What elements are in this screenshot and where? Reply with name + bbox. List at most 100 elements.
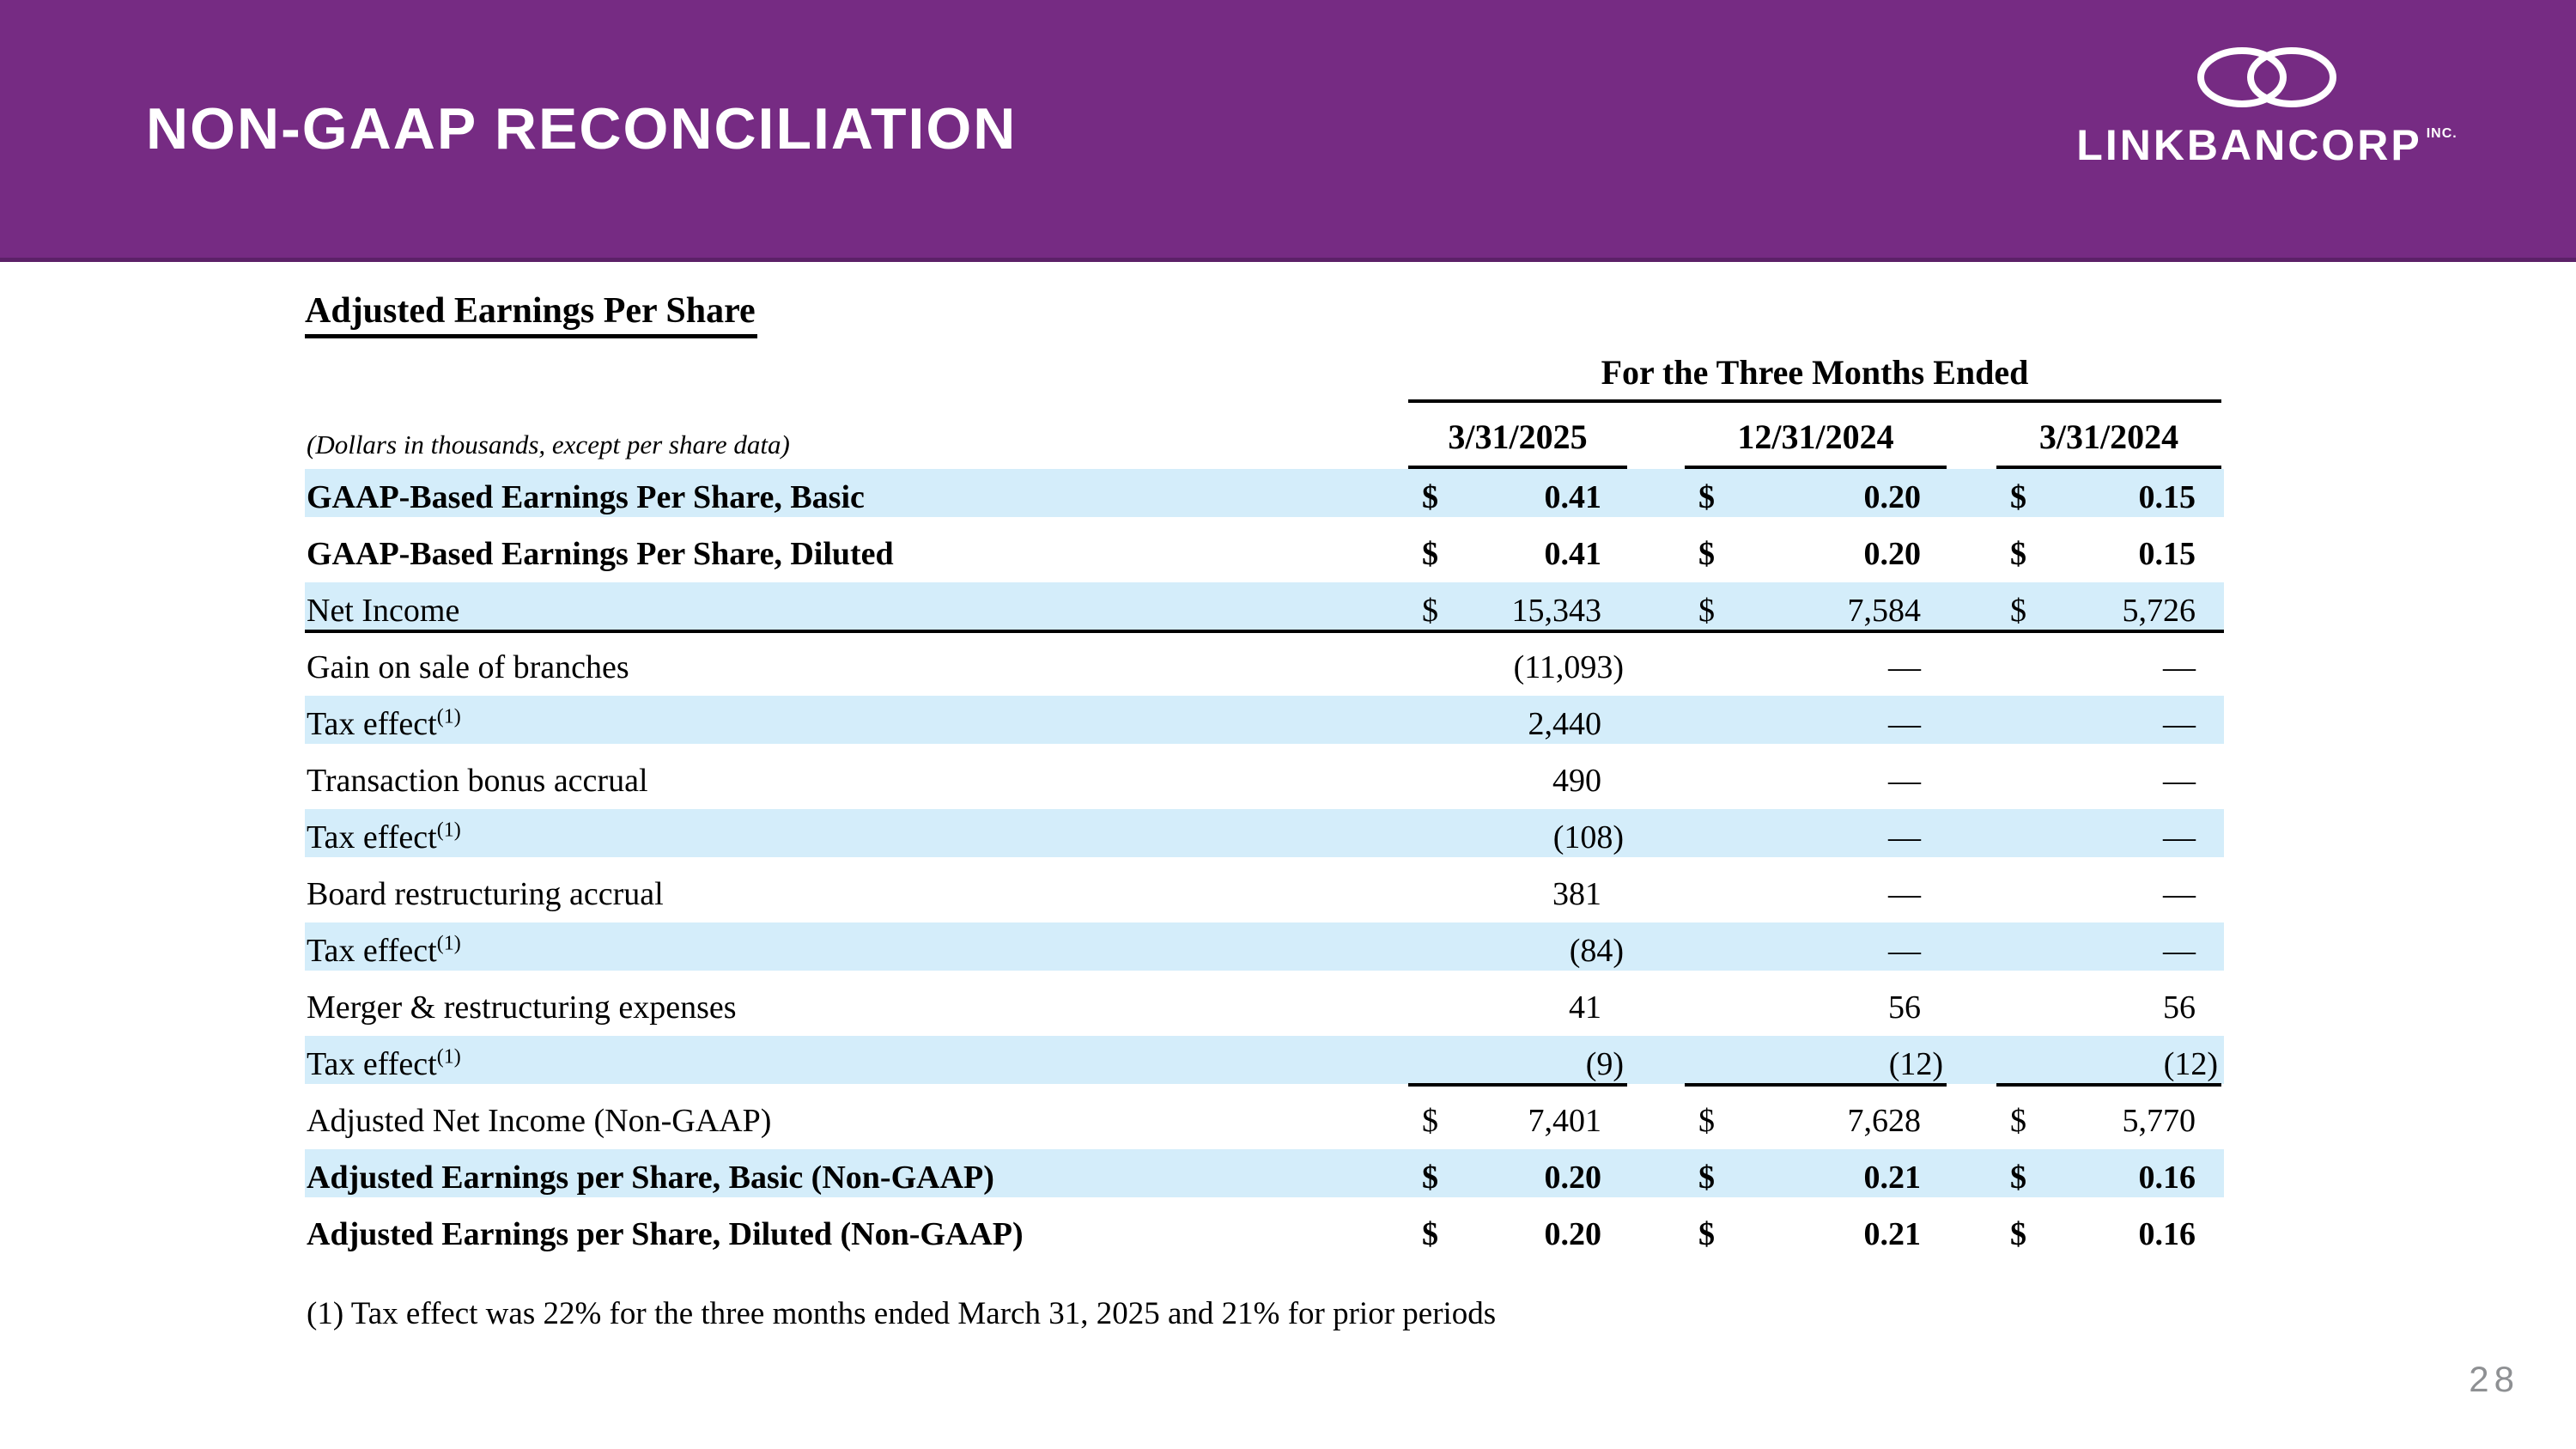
currency-symbol: $ [1422,1103,1438,1139]
cell-group: $0.20 [1685,526,1947,582]
cell-value: 56 [1888,989,1921,1026]
currency-symbol: $ [1422,479,1438,515]
cell-group: — [1685,866,1947,922]
cell-value: 7,401 [1528,1103,1602,1139]
currency-symbol: $ [2010,593,2026,629]
cell-group: $7,628 [1685,1093,1947,1149]
slide-title: NON-GAAP RECONCILIATION [146,96,1018,161]
currency-symbol: $ [2010,1160,2026,1196]
cell-value: 0.20 [1863,479,1922,515]
cell-value: 490 [1552,763,1601,799]
cell-value: 41 [1569,989,1601,1026]
cell-value: (11,093) [1513,649,1624,685]
cell-group: 2,440 [1408,696,1627,752]
cell-group: (11,093) [1408,639,1627,696]
column-rule [1685,1083,1947,1087]
row-label: Tax effect(1) [307,705,461,742]
cell-value: (108) [1552,819,1624,855]
cell-group: (12) [1685,1036,1947,1093]
spacer [1947,979,1996,1036]
cell-group: — [1685,922,1947,979]
period-header: For the Three Months Ended [1408,352,2221,403]
cell-value: — [2163,649,2196,685]
cell-value: — [1888,649,1921,685]
cell-group: — [1996,866,2221,922]
row-label: GAAP-Based Earnings Per Share, Diluted [307,536,894,572]
footnote-marker: (1) [436,705,461,728]
footnote-marker: (1) [436,819,461,842]
cell-group: $0.20 [1408,1206,1627,1263]
spacer [1947,639,1996,696]
cell-group: (9) [1408,1036,1627,1093]
cell-group: $0.41 [1408,469,1627,526]
spacer [1627,1149,1685,1206]
spacer [1627,1036,1685,1093]
row-label: Adjusted Earnings per Share, Diluted (No… [307,1216,1024,1252]
cell-value: (9) [1585,1046,1624,1082]
period-header-row: For the Three Months Ended [305,352,2224,403]
cell-group: $5,726 [1996,582,2221,639]
cell-value: — [1888,933,1921,969]
cell-value: 0.21 [1863,1216,1922,1252]
row-label: Tax effect(1) [307,932,461,969]
currency-symbol: $ [1422,1160,1438,1196]
cell-group: 490 [1408,752,1627,809]
spacer [1947,809,1996,866]
cell-value: — [2163,706,2196,742]
spacer [1627,582,1685,639]
currency-symbol: $ [1698,1160,1715,1196]
cell-group: $0.15 [1996,526,2221,582]
cell-value: — [2163,933,2196,969]
cell-value: 0.16 [2138,1216,2196,1252]
table-row: Adjusted Net Income (Non-GAAP) $7,401 $7… [305,1093,2224,1149]
cell-group: $15,343 [1408,582,1627,639]
table-row: Merger & restructuring expenses 41 56 56 [305,979,2224,1036]
column-rule [1408,1083,1627,1087]
cell-group: — [1996,809,2221,866]
cell-value: — [2163,763,2196,799]
interlocking-rings-icon [2197,47,2336,107]
cell-group: $0.16 [1996,1206,2221,1263]
page-number: 28 [2469,1359,2519,1399]
cell-value: 0.16 [2138,1160,2196,1196]
cell-value: 2,440 [1528,706,1602,742]
spacer [1627,752,1685,809]
spacer [1627,979,1685,1036]
table-row: Gain on sale of branches (11,093) — — [305,639,2224,696]
column-header-2: 12/31/2024 [1685,403,1947,469]
currency-symbol: $ [2010,1103,2026,1139]
spacer [1947,1149,1996,1206]
cell-group: $7,401 [1408,1093,1627,1149]
cell-value: (12) [1888,1046,1943,1082]
row-label: Board restructuring accrual [307,876,664,912]
spacer [1947,526,1996,582]
cell-group: $0.21 [1685,1206,1947,1263]
cell-group: (108) [1408,809,1627,866]
cell-group: $0.41 [1408,526,1627,582]
cell-value: 381 [1552,876,1601,912]
column-header-3: 3/31/2024 [1996,403,2221,469]
cell-value: 0.21 [1863,1160,1922,1196]
table-row: Board restructuring accrual 381 — — [305,866,2224,922]
cell-group: 381 [1408,866,1627,922]
cell-group: $0.15 [1996,469,2221,526]
spacer [1627,866,1685,922]
row-label: Merger & restructuring expenses [307,989,737,1026]
currency-symbol: $ [1698,536,1715,572]
currency-symbol: $ [1422,536,1438,572]
currency-symbol: $ [1698,479,1715,515]
cell-value: 5,770 [2122,1103,2196,1139]
cell-value: (84) [1569,933,1624,969]
cell-group: — [1685,639,1947,696]
row-label: Gain on sale of branches [307,649,629,685]
cell-group: 41 [1408,979,1627,1036]
table-footnote: (1) Tax effect was 22% for the three mon… [307,1296,1497,1331]
cell-value: 0.15 [2138,479,2196,515]
spacer [1627,809,1685,866]
currency-symbol: $ [1698,1216,1715,1252]
row-label: Net Income [307,593,460,629]
spacer [1947,469,1996,526]
currency-symbol: $ [1698,1103,1715,1139]
cell-group: — [1996,752,2221,809]
